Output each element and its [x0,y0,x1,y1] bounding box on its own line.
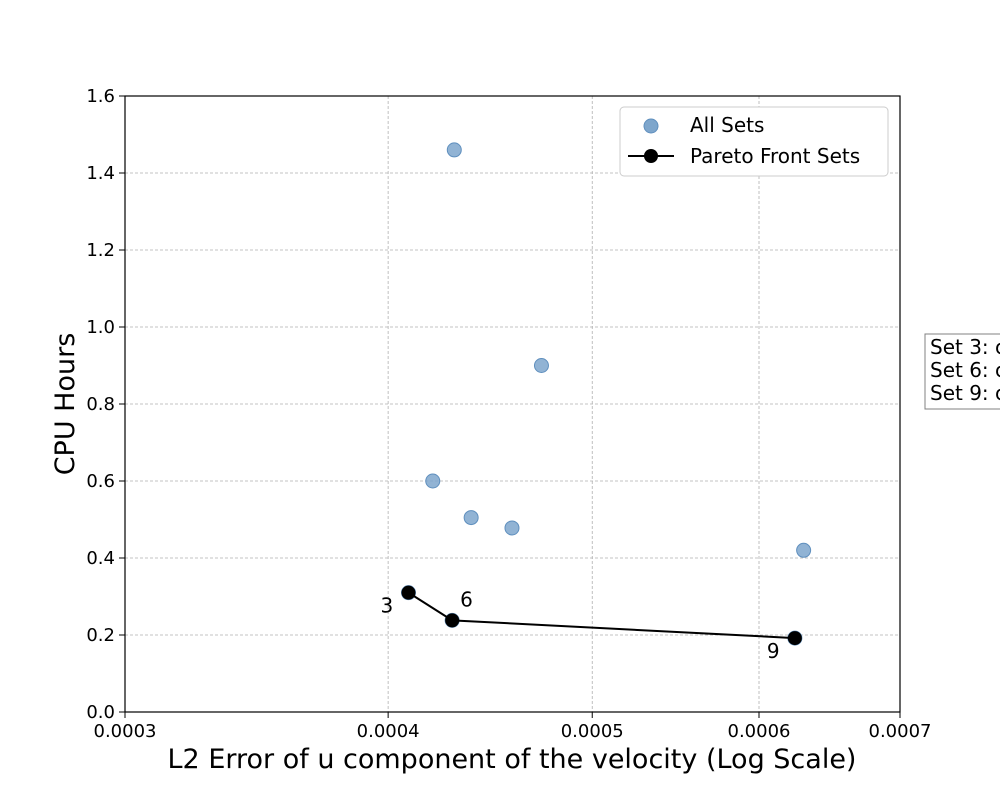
all-sets-point [533,358,549,373]
x-tick-label: 0.0003 [94,721,157,742]
all-sets-point [425,473,441,489]
all-sets-point [796,542,812,558]
y-tick-label: 1.6 [86,86,115,107]
y-tick-label: 0.6 [86,471,115,492]
y-axis-title: CPU Hours [50,333,81,476]
y-tick-label: 0.2 [86,625,115,646]
x-tick-label: 0.0004 [357,721,420,742]
y-tick-label: 0.0 [86,702,115,723]
all-sets-point [463,510,479,526]
side-annotation-line-3: Set 9: c [930,381,1000,405]
legend-pareto-marker [644,149,658,163]
y-tick-label: 1.2 [86,240,115,261]
y-tick-label: 1.4 [86,163,115,184]
x-tick-label: 0.0005 [561,721,624,742]
legend-all-sets-marker [643,118,659,134]
legend-pareto-label: Pareto Front Sets [690,144,860,168]
x-tick-label: 0.0006 [728,721,791,742]
pareto-front-point [401,585,416,600]
plot-frame [124,95,901,713]
side-annotation-line-1: Set 3: c [930,335,1000,359]
grid-lines [125,96,900,712]
pareto-point-label: 9 [767,639,780,663]
side-annotation: Set 3: c Set 6: c Set 9: c [924,333,1000,410]
pareto-point-label: 3 [380,594,393,618]
pareto-front-point [787,631,802,646]
side-annotation-line-2: Set 6: c [930,358,1000,382]
legend: All Sets Pareto Front Sets [619,106,889,177]
side-annotation-box [924,333,1000,410]
y-tick-label: 0.4 [86,548,115,569]
all-sets-point [504,520,520,536]
all-sets-point [446,142,462,158]
pareto-front-point [445,613,460,628]
legend-all-sets-label: All Sets [690,113,764,137]
y-tick-label: 1.0 [86,317,115,338]
chart-series: 3 6 9 [380,142,812,663]
y-tick-label: 0.8 [86,394,115,415]
x-tick-label: 0.0007 [869,721,932,742]
x-axis-title: L2 Error of u component of the velocity … [168,744,857,775]
axis-ticks: 0.0003 0.0004 0.0005 0.0006 0.0007 0.0 0.2 0.4 0… [86,86,931,742]
pareto-point-label: 6 [460,587,473,611]
legend-box [619,106,889,177]
